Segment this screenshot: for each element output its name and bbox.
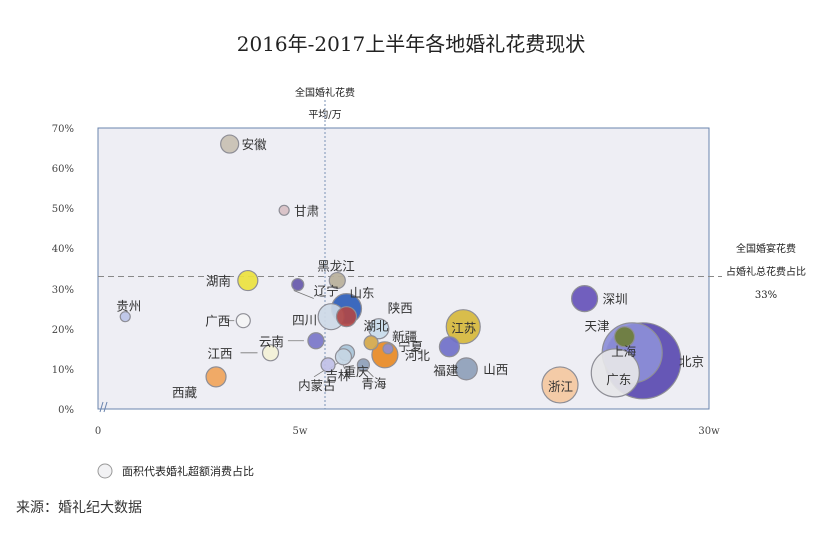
point-label-内蒙古: 内蒙古 [298, 378, 336, 393]
point-label-重庆: 重庆 [344, 364, 370, 379]
point-label-深圳: 深圳 [603, 292, 628, 307]
point-label-湖南: 湖南 [206, 274, 231, 289]
y-tick-label: 30% [52, 285, 74, 296]
y-axis: 0% 10% 20% 30% 40% 50% 60% 70% [52, 124, 74, 416]
point-label-宁夏: 宁夏 [398, 339, 424, 354]
bubble-陕西 [368, 318, 390, 340]
bubble-安徽 [220, 134, 240, 154]
bubble-湖南 [237, 269, 259, 292]
legend-text: 面积代表婚礼超额消费占比 [122, 464, 254, 478]
bubble-山西 [454, 357, 478, 381]
point-label-四川: 四川 [292, 313, 317, 328]
point-label-山西: 山西 [483, 362, 508, 377]
bubble-深圳 [570, 285, 599, 313]
y-tick-label: 50% [52, 204, 74, 215]
legend: 面积代表婚礼超额消费占比 [97, 463, 254, 479]
point-label-湖北: 湖北 [364, 319, 390, 334]
point-label-黑龙江: 黑龙江 [317, 259, 355, 274]
bubble-浙江 [541, 366, 579, 404]
avg-cost-label-line2: 平均/万 [308, 109, 341, 121]
bubble-辽宁 [291, 277, 305, 292]
point-label-吉林: 吉林 [325, 368, 351, 383]
x-tick-label: 0 [95, 426, 101, 437]
bubble-甘肃 [278, 204, 290, 216]
point-label-甘肃: 甘肃 [294, 203, 319, 218]
point-label-广东: 广东 [606, 372, 631, 387]
leader-line-内蒙古 [313, 369, 326, 378]
point-label-贵州: 贵州 [116, 299, 141, 314]
x-axis: 0 5w 30w [95, 426, 720, 437]
point-label-山东: 山东 [350, 286, 375, 301]
bubble-福建 [438, 336, 461, 358]
point-label-天津: 天津 [585, 319, 610, 334]
leader-line-辽宁 [293, 290, 314, 299]
bubble-青海 [356, 358, 370, 372]
y-tick-label: 70% [52, 124, 74, 135]
point-label-福建: 福建 [433, 363, 459, 378]
point-label-江苏: 江苏 [451, 321, 476, 336]
point-label-上海: 上海 [611, 344, 637, 359]
x-tick-label: 5w [293, 426, 308, 437]
point-label-浙江: 浙江 [548, 379, 573, 394]
source-note: 来源：婚礼纪大数据 [16, 500, 142, 516]
point-label-广西: 广西 [205, 314, 230, 329]
bubble-黑龙江 [328, 271, 346, 290]
avg-banquet-label-line1: 全国婚宴花费 [736, 242, 796, 255]
point-label-辽宁: 辽宁 [314, 284, 339, 299]
avg-cost-label-line1: 全国婚礼花费 [295, 86, 355, 99]
point-label-河北: 河北 [405, 348, 431, 363]
bubble-湖北 [335, 306, 358, 328]
bubble-贵州 [119, 311, 131, 323]
y-tick-label: 20% [52, 325, 74, 336]
point-label-青海: 青海 [361, 376, 387, 391]
y-tick-label: 10% [52, 365, 74, 376]
point-label-陕西: 陕西 [388, 301, 413, 316]
y-tick-label: 60% [52, 164, 74, 175]
point-label-新疆: 新疆 [392, 329, 417, 344]
bubble-西藏 [205, 366, 227, 388]
point-label-西藏: 西藏 [172, 385, 198, 400]
bubble-广东 [590, 348, 640, 398]
chart-title: 2016年-2017上半年各地婚礼花费现状 [237, 32, 586, 56]
y-tick-label: 0% [58, 405, 74, 416]
legend-circle-icon [97, 463, 113, 479]
bubble-江西 [261, 344, 280, 362]
point-label-江西: 江西 [208, 346, 233, 361]
avg-banquet-label-value: 33% [755, 290, 777, 301]
bubble-吉林 [334, 348, 353, 366]
bubble-江苏 [445, 309, 481, 345]
bubble-云南 [307, 332, 325, 350]
axis-break-icon [99, 401, 108, 413]
bubble-宁夏 [382, 343, 394, 355]
bubbles-layer [119, 134, 682, 404]
bubble-天津 [613, 326, 636, 348]
avg-banquet-label-line2: 占婚礼总花费占比 [726, 265, 806, 278]
bubble-内蒙古 [320, 357, 336, 373]
point-label-安徽: 安徽 [242, 137, 268, 152]
bubble-广西 [235, 313, 251, 329]
point-label-云南: 云南 [259, 334, 284, 349]
bubble-新疆 [363, 335, 379, 351]
x-tick-label: 30w [698, 426, 720, 437]
y-tick-label: 40% [52, 244, 74, 255]
point-label-北京: 北京 [679, 354, 704, 369]
